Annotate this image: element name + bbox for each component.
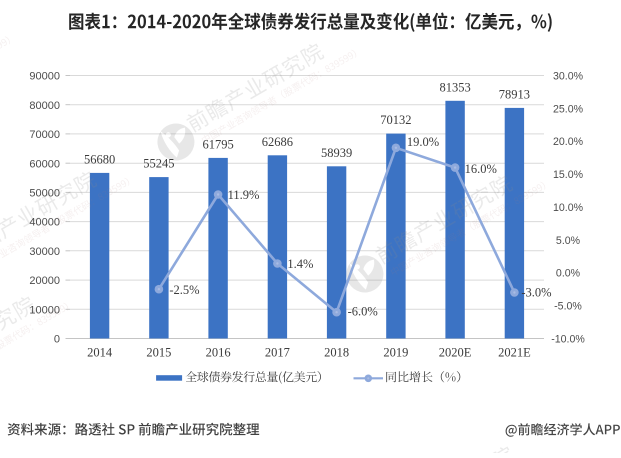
svg-text:58939: 58939: [321, 146, 352, 160]
svg-text:-10.0%: -10.0%: [551, 333, 585, 345]
svg-text:2021E: 2021E: [498, 346, 531, 360]
svg-text:81353: 81353: [439, 80, 470, 94]
svg-text:50000: 50000: [29, 188, 60, 200]
svg-text:61795: 61795: [202, 137, 233, 151]
svg-text:16.0%: 16.0%: [465, 162, 497, 176]
svg-text:0.0%: 0.0%: [556, 268, 581, 280]
svg-text:-5.0%: -5.0%: [554, 301, 582, 313]
svg-text:2020E: 2020E: [439, 346, 472, 360]
svg-text:2019: 2019: [383, 346, 408, 360]
svg-text:2014: 2014: [87, 346, 113, 360]
svg-text:56680: 56680: [84, 152, 115, 166]
svg-text:10.0%: 10.0%: [553, 202, 584, 214]
svg-text:19.0%: 19.0%: [407, 135, 439, 149]
svg-text:70132: 70132: [380, 113, 411, 127]
svg-text:60000: 60000: [29, 158, 60, 170]
svg-text:-2.5%: -2.5%: [169, 283, 199, 297]
svg-text:2017: 2017: [265, 346, 290, 360]
svg-text:5.0%: 5.0%: [556, 235, 581, 247]
svg-text:15.0%: 15.0%: [553, 169, 584, 181]
svg-text:90000: 90000: [29, 71, 60, 83]
svg-text:62686: 62686: [262, 135, 293, 149]
svg-text:30.0%: 30.0%: [553, 70, 584, 82]
svg-text:30000: 30000: [29, 246, 60, 258]
svg-text:1.4%: 1.4%: [287, 257, 313, 271]
svg-text:20.0%: 20.0%: [553, 136, 584, 148]
svg-text:78913: 78913: [499, 87, 530, 101]
svg-text:-6.0%: -6.0%: [348, 304, 378, 318]
svg-text:0: 0: [54, 334, 60, 346]
svg-text:11.9%: 11.9%: [228, 188, 260, 202]
svg-text:40000: 40000: [29, 217, 60, 229]
svg-text:10000: 10000: [29, 304, 60, 316]
svg-text:20000: 20000: [29, 275, 60, 287]
svg-text:2015: 2015: [146, 346, 171, 360]
svg-text:2016: 2016: [206, 346, 231, 360]
svg-text:-3.0%: -3.0%: [521, 286, 551, 300]
svg-text:70000: 70000: [29, 129, 60, 141]
svg-text:80000: 80000: [29, 100, 60, 112]
svg-text:55245: 55245: [143, 157, 174, 171]
svg-text:25.0%: 25.0%: [553, 103, 584, 115]
svg-text:2018: 2018: [324, 346, 349, 360]
